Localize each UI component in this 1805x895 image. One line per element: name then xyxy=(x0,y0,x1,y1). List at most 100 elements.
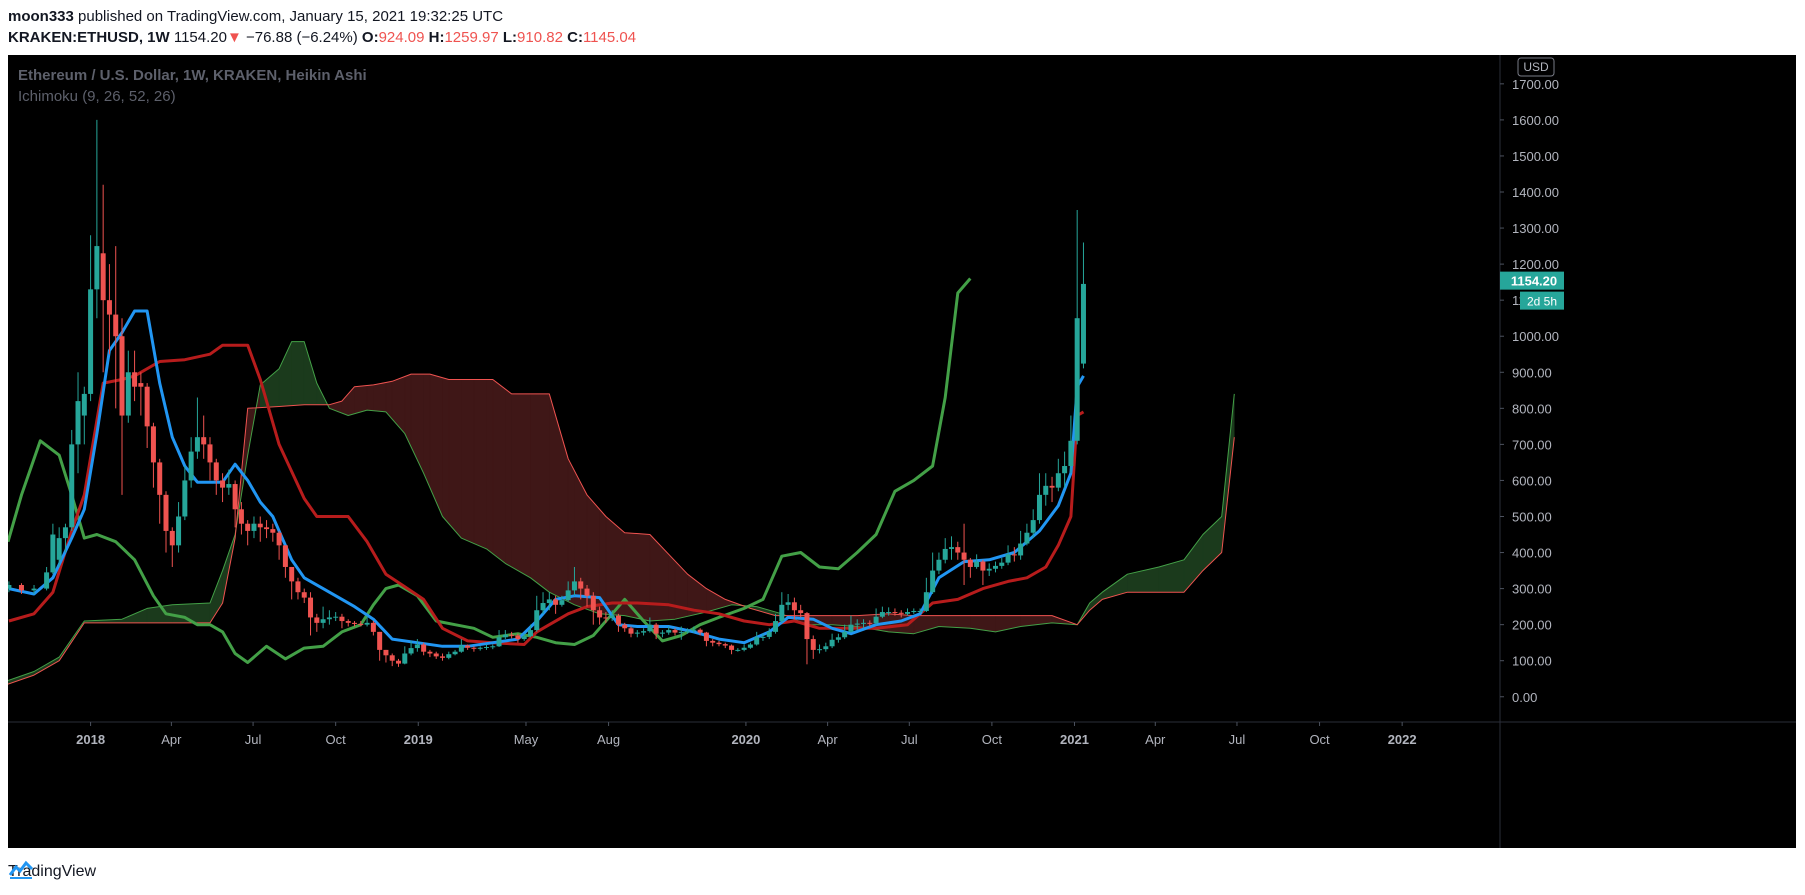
time-tick-label: Oct xyxy=(1309,732,1330,747)
candle-body xyxy=(961,552,967,560)
candle-body xyxy=(685,630,691,632)
candle-body xyxy=(1068,440,1074,467)
candle-body xyxy=(333,616,339,618)
candle-body xyxy=(1011,554,1017,556)
candle-body xyxy=(773,621,779,632)
candle-body xyxy=(408,648,414,654)
candle-body xyxy=(1074,318,1080,441)
candle-body xyxy=(534,610,540,631)
candle-body xyxy=(791,602,797,611)
candle-body xyxy=(817,649,823,651)
candle-body xyxy=(251,523,257,531)
candle-body xyxy=(496,637,502,647)
price-tick-label: 1500.00 xyxy=(1512,149,1559,164)
candle-body xyxy=(861,622,867,624)
candle-body xyxy=(735,649,741,651)
candle-body xyxy=(760,636,766,638)
candle-body xyxy=(1049,485,1055,488)
candle-body xyxy=(264,527,270,530)
candle-body xyxy=(62,527,68,539)
candle-body xyxy=(452,651,458,655)
candle-body xyxy=(553,599,559,605)
ichimoku-cloud-segment xyxy=(354,385,368,415)
candle-body xyxy=(798,610,804,614)
candle-body xyxy=(873,616,879,624)
price-tick-label: 800.00 xyxy=(1512,401,1552,416)
candle-body xyxy=(345,621,351,623)
ichimoku-cloud-segment xyxy=(536,393,550,593)
price-tick-label: 400.00 xyxy=(1512,546,1552,561)
candle-body xyxy=(106,300,112,315)
currency-badge-label: USD xyxy=(1523,60,1549,74)
candle-body xyxy=(597,610,603,618)
candle-body xyxy=(1080,283,1086,364)
candle-body xyxy=(483,647,489,649)
price-tick-label: 600.00 xyxy=(1512,473,1552,488)
chart-legend: Ethereum / U.S. Dollar, 1W, KRAKEN, Heik… xyxy=(18,65,367,107)
time-tick-label: Aug xyxy=(597,732,620,747)
leading-span-b-line xyxy=(8,373,1235,685)
candle-body xyxy=(150,426,156,463)
author-name[interactable]: moon333 xyxy=(8,8,74,25)
candle-body xyxy=(936,559,942,571)
publish-line: moon333 published on TradingView.com, Ja… xyxy=(8,6,636,27)
candle-body xyxy=(339,616,345,622)
price-tick-label: 1200.00 xyxy=(1512,257,1559,272)
ichimoku-cloud-segment xyxy=(442,377,450,525)
ichimoku-cloud-segment xyxy=(448,379,462,539)
time-tick-label: Apr xyxy=(1145,732,1166,747)
time-tick-label: May xyxy=(514,732,539,747)
ichimoku-cloud-segment xyxy=(505,388,512,568)
chart-header: moon333 published on TradingView.com, Ja… xyxy=(8,6,636,48)
candle-body xyxy=(754,637,760,645)
price-tick-label: 900.00 xyxy=(1512,365,1552,380)
price-tick-label: 200.00 xyxy=(1512,618,1552,633)
candle-body xyxy=(88,289,94,394)
time-tick-label: 2020 xyxy=(731,732,760,747)
close-label: C: xyxy=(567,29,583,46)
ohlc-line: KRAKEN:ETHUSD, 1W 1154.20▼ −76.88 (−6.24… xyxy=(8,27,636,48)
candle-body xyxy=(226,484,232,488)
candle-body xyxy=(220,480,226,488)
high-value: 1259.97 xyxy=(444,29,499,46)
candle-body xyxy=(521,636,527,640)
candle-body xyxy=(132,372,138,387)
high-label: H: xyxy=(428,29,445,46)
candle-body xyxy=(747,644,753,648)
legend-title: Ethereum / U.S. Dollar, 1W, KRAKEN, Heik… xyxy=(18,67,367,84)
candle-body xyxy=(879,612,885,617)
candle-body xyxy=(75,401,81,445)
candle-body xyxy=(898,612,904,614)
legend-indicator[interactable]: Ichimoku (9, 26, 52, 26) xyxy=(18,88,176,105)
ichimoku-cloud-segment xyxy=(461,379,475,544)
price-change: −76.88 (−6.24%) xyxy=(245,29,358,46)
price-tick-label: 1400.00 xyxy=(1512,185,1559,200)
candle-body xyxy=(741,647,747,650)
price-chart[interactable]: 0.00 100.00 200.00 300.00 400.00 500.00 600.00… xyxy=(8,55,1796,848)
candle-body xyxy=(848,624,854,632)
chart-panel[interactable]: 0.00 100.00 200.00 300.00 400.00 500.00 600.00… xyxy=(8,55,1796,848)
price-tick-label: 1000.00 xyxy=(1512,329,1559,344)
candle-body xyxy=(515,635,521,640)
candle-body xyxy=(905,612,911,614)
candle-body xyxy=(948,547,954,549)
time-tick-label: 2021 xyxy=(1060,732,1089,747)
candle-body xyxy=(194,437,200,452)
candle-body xyxy=(458,645,464,652)
candle-body xyxy=(465,645,471,648)
candle-body xyxy=(188,451,194,481)
candle-body xyxy=(289,566,295,582)
ichimoku-cloud-segment xyxy=(373,382,387,413)
candle-body xyxy=(634,632,640,634)
tradingview-logo-icon[interactable] xyxy=(8,860,34,880)
time-tick-label: 2019 xyxy=(404,732,433,747)
candle-body xyxy=(967,559,973,567)
candle-body xyxy=(119,336,125,416)
candle-body xyxy=(257,523,263,528)
price-tick-label: 100.00 xyxy=(1512,654,1552,669)
candle-body xyxy=(691,629,697,631)
candle-body xyxy=(842,631,848,638)
time-tick-label: Apr xyxy=(817,732,838,747)
candle-body xyxy=(886,612,892,614)
candle-body xyxy=(923,592,929,611)
